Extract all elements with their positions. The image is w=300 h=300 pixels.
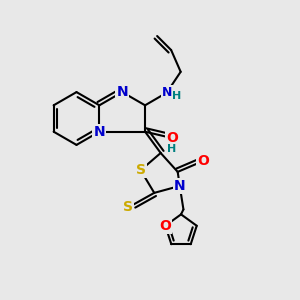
Text: S: S <box>123 200 133 214</box>
Text: N: N <box>116 85 128 99</box>
Text: N: N <box>162 86 172 99</box>
Text: O: O <box>166 131 178 145</box>
Text: N: N <box>174 179 185 193</box>
Text: H: H <box>172 91 182 101</box>
Text: O: O <box>159 219 171 233</box>
Text: O: O <box>197 154 209 168</box>
Text: H: H <box>167 144 176 154</box>
Text: N: N <box>94 125 105 139</box>
Text: S: S <box>136 163 146 177</box>
